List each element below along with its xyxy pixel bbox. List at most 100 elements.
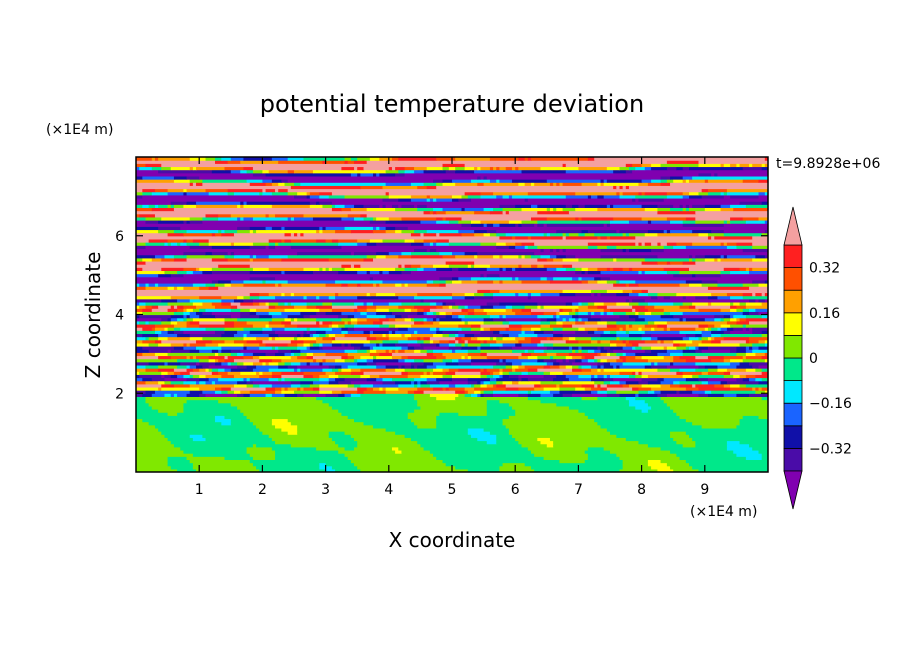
field-cell xyxy=(354,166,358,171)
field-cell xyxy=(499,279,504,284)
field-cell xyxy=(227,251,232,256)
field-cell xyxy=(215,314,232,319)
field-cell xyxy=(319,229,324,234)
field-cell xyxy=(233,339,248,344)
field-cell xyxy=(151,157,156,161)
field-cell xyxy=(493,254,500,259)
field-cell xyxy=(436,185,614,190)
field-cell xyxy=(161,383,175,388)
field-cell xyxy=(344,160,349,164)
field-cell xyxy=(344,446,355,451)
field-cell xyxy=(657,336,684,341)
field-cell xyxy=(309,342,314,347)
field-cell xyxy=(211,339,226,344)
field-cell xyxy=(136,377,143,382)
field-cell xyxy=(388,251,403,256)
field-cell xyxy=(720,327,728,331)
field-cell xyxy=(186,323,200,328)
field-cell xyxy=(290,349,301,353)
field-cell xyxy=(284,226,320,231)
field-cell xyxy=(670,182,768,186)
field-cell xyxy=(486,352,523,357)
field-cell xyxy=(300,352,308,357)
field-cell xyxy=(221,301,232,306)
field-cell xyxy=(164,242,169,246)
field-cell xyxy=(625,185,630,190)
field-cell xyxy=(606,289,624,294)
field-cell xyxy=(275,449,339,454)
field-cell xyxy=(196,355,210,360)
field-cell xyxy=(414,305,437,309)
field-cell xyxy=(493,295,529,300)
field-cell xyxy=(448,383,456,388)
field-cell xyxy=(578,166,608,171)
field-cell xyxy=(136,305,140,309)
field-cell xyxy=(363,216,374,221)
field-cell xyxy=(644,364,652,369)
field-cell xyxy=(549,207,554,212)
field-cell xyxy=(730,349,737,353)
field-cell xyxy=(518,166,542,171)
field-cell xyxy=(685,204,690,208)
field-cell xyxy=(167,437,194,442)
field-cell xyxy=(568,346,573,350)
field-cell xyxy=(170,393,175,397)
field-cell xyxy=(417,424,437,429)
field-cell xyxy=(278,301,286,306)
field-cell xyxy=(575,254,602,259)
field-cell xyxy=(676,440,696,445)
field-cell xyxy=(565,355,573,360)
field-cell xyxy=(521,352,532,357)
field-cell xyxy=(423,339,431,344)
field-cell xyxy=(211,232,216,237)
field-cell xyxy=(154,339,162,344)
field-cell xyxy=(252,355,260,360)
field-cell xyxy=(543,358,557,363)
field-cell xyxy=(470,355,488,360)
field-cell xyxy=(635,393,640,397)
field-cell xyxy=(164,393,172,397)
field-cell xyxy=(218,264,251,268)
field-cell xyxy=(183,374,191,379)
field-cell xyxy=(306,352,314,357)
field-cell xyxy=(436,210,447,215)
field-cell xyxy=(373,355,377,360)
field-cell xyxy=(442,254,456,259)
field-cell xyxy=(306,327,311,331)
field-cell xyxy=(170,305,175,309)
field-cell xyxy=(657,292,677,297)
field-cell xyxy=(189,364,197,369)
field-cell xyxy=(331,336,336,341)
field-cell xyxy=(641,383,662,388)
field-cell xyxy=(742,355,747,360)
field-cell xyxy=(559,311,570,316)
field-cell xyxy=(546,223,605,227)
field-cell xyxy=(243,327,263,331)
field-cell xyxy=(594,358,598,363)
field-cell xyxy=(518,339,532,344)
field-cell xyxy=(189,245,213,249)
field-cell xyxy=(136,260,147,265)
field-cell xyxy=(265,323,270,328)
field-cell xyxy=(136,283,140,287)
field-cell xyxy=(297,364,330,369)
field-cell xyxy=(410,418,437,423)
field-cell xyxy=(752,267,768,271)
field-cell xyxy=(161,267,184,271)
field-cell xyxy=(761,456,768,460)
field-cell xyxy=(139,213,156,218)
field-cell xyxy=(325,226,346,231)
field-cell xyxy=(493,166,497,171)
field-cell xyxy=(262,339,292,344)
field-cell xyxy=(366,207,396,212)
field-cell xyxy=(632,371,636,375)
field-cell xyxy=(433,349,453,353)
field-cell xyxy=(173,207,333,212)
field-cell xyxy=(366,213,768,218)
field-cell xyxy=(366,349,371,353)
field-cell xyxy=(205,380,213,385)
field-cell xyxy=(575,308,579,312)
field-cell xyxy=(467,352,482,357)
field-cell xyxy=(186,270,194,275)
field-cell xyxy=(499,330,523,334)
